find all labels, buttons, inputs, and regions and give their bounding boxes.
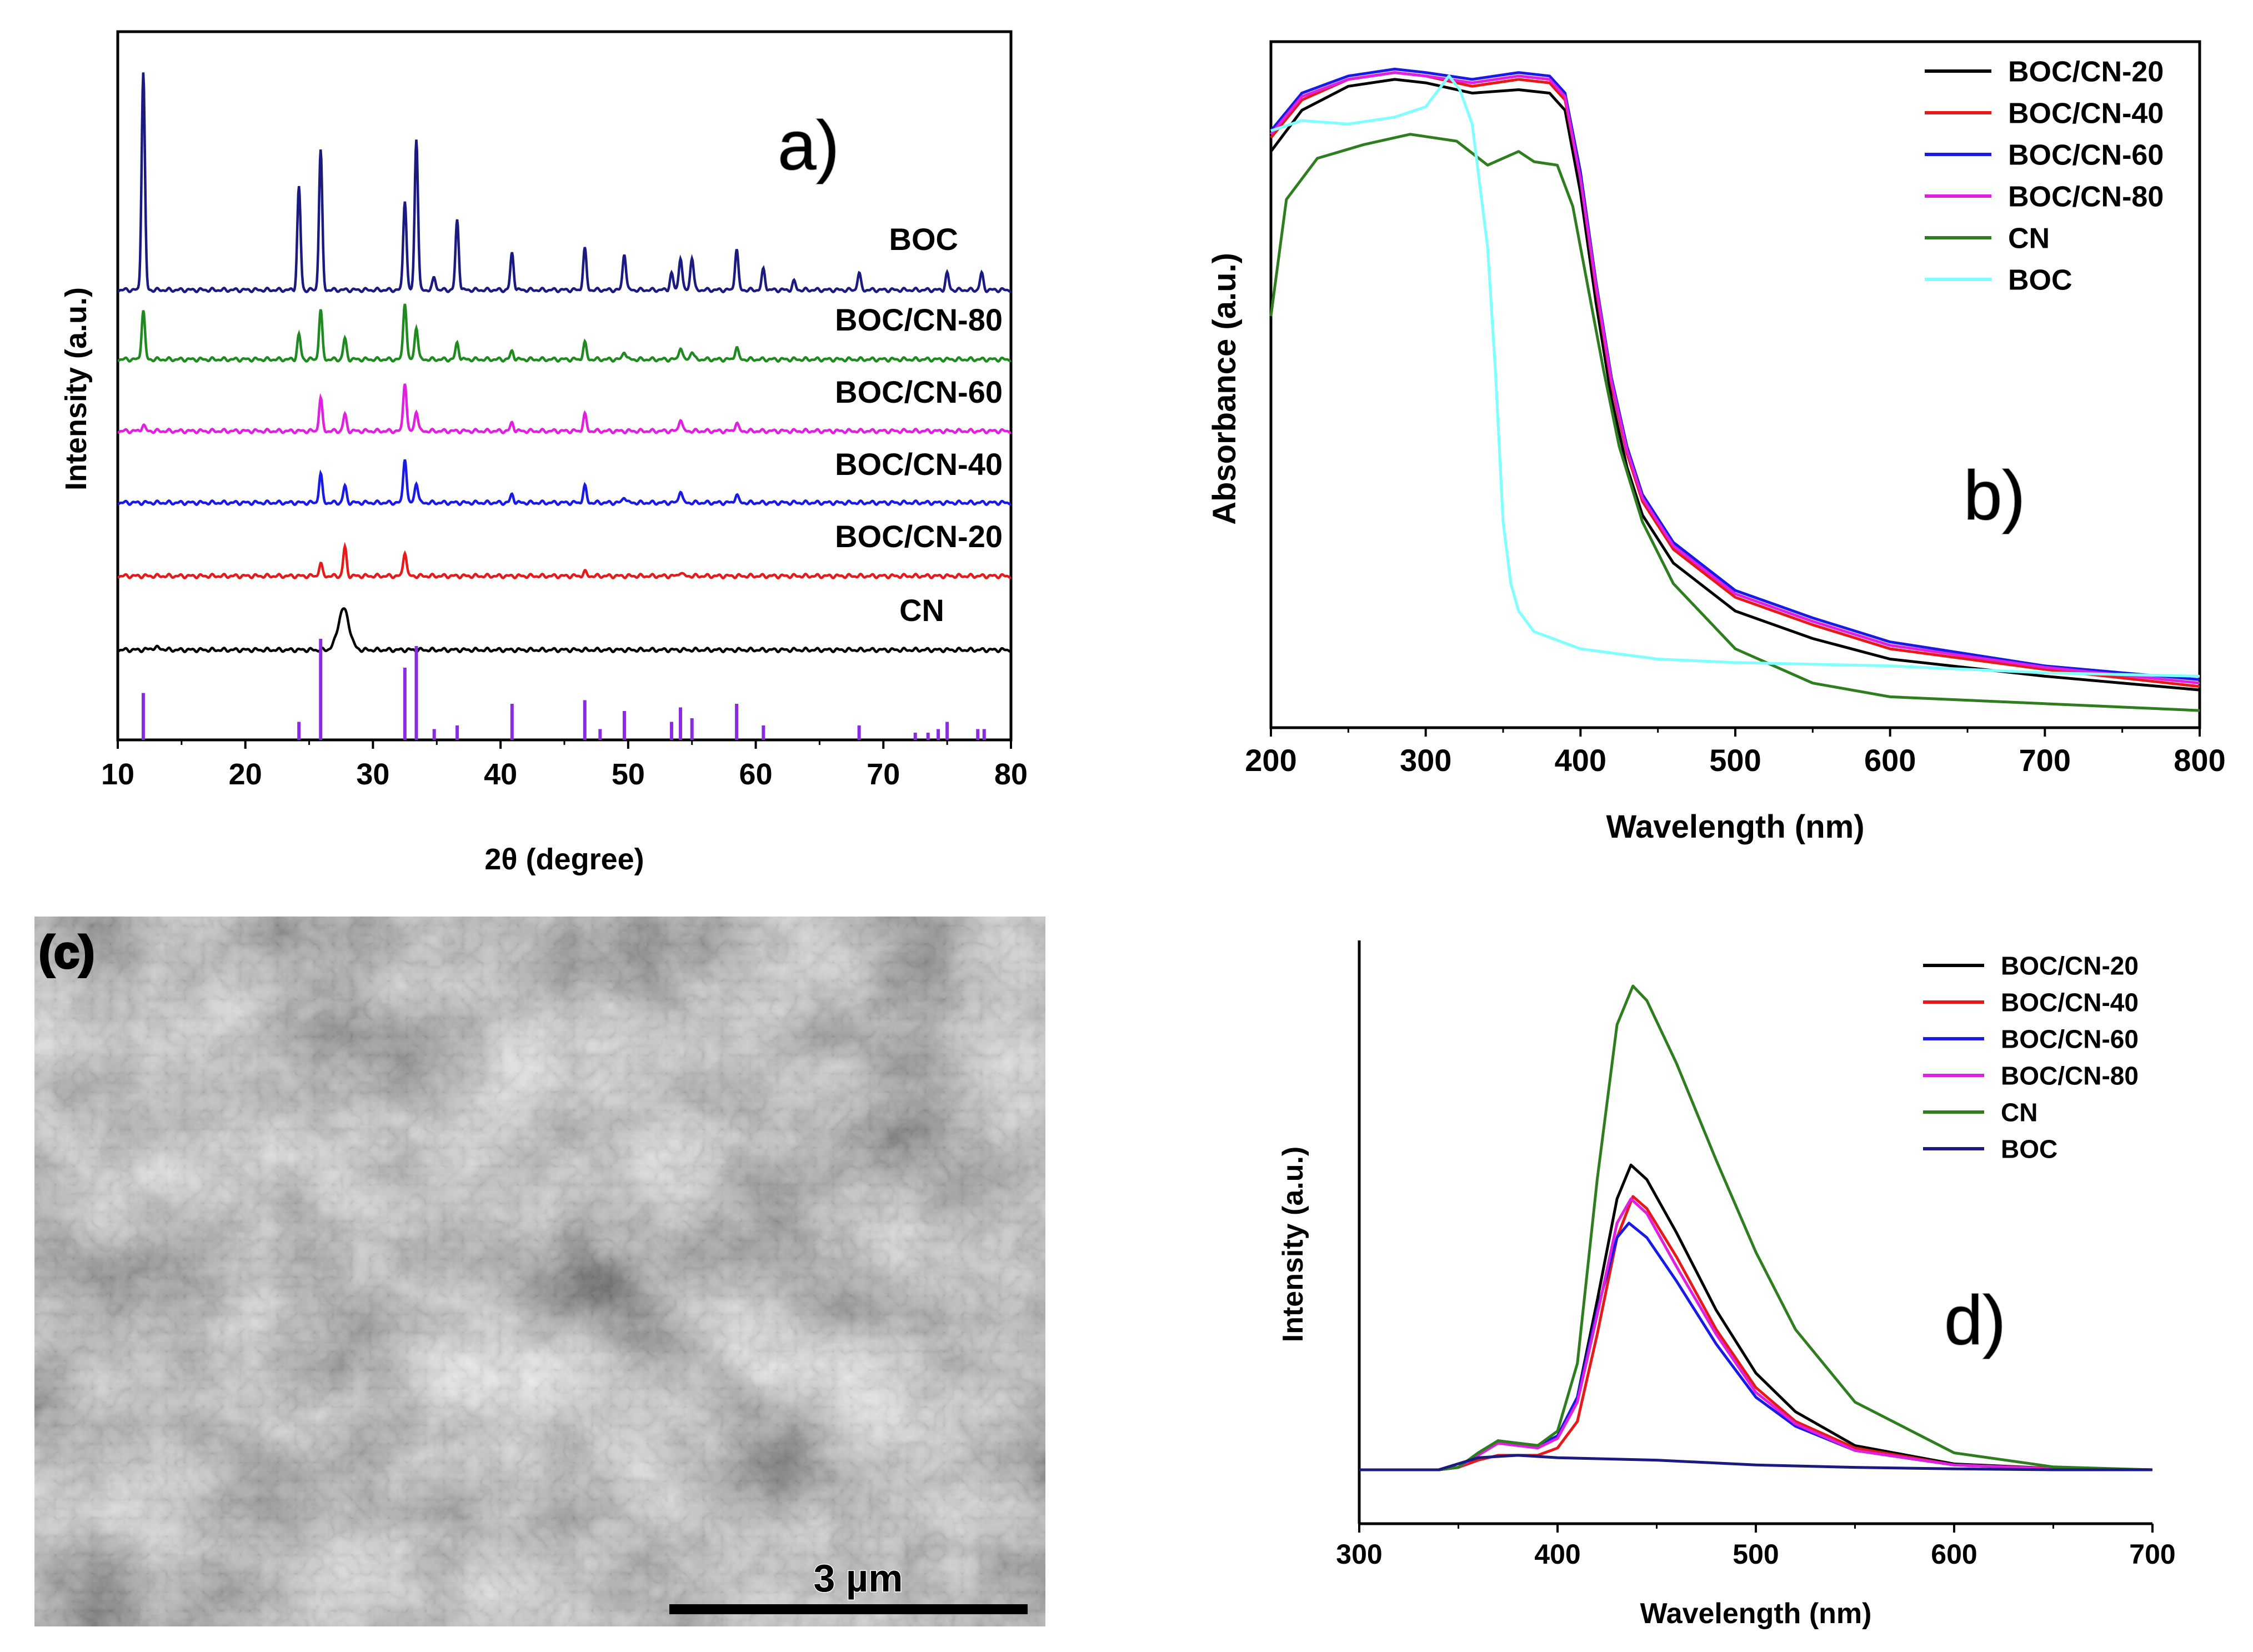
- pl-x-ticks: 300 400 500 600 700: [1336, 1524, 2176, 1570]
- xrd-y-axis-label: Intensity (a.u.): [59, 287, 93, 490]
- sem-scale-bar: [669, 1604, 1028, 1614]
- pl-x-tick-label: 700: [2129, 1539, 2175, 1570]
- uvvis-legend-label: BOC/CN-20: [2008, 56, 2164, 88]
- xrd-x-axis-label: 2θ (degree): [484, 843, 644, 876]
- xrd-label-boc-cn-80: BOC/CN-80: [835, 302, 1003, 337]
- panel-c-label: (c): [39, 927, 94, 978]
- panel-d-label: d): [1944, 1282, 2006, 1359]
- sem-scale-bar-label: 3 µm: [814, 1556, 903, 1600]
- uvvis-x-axis-label: Wavelength (nm): [1606, 809, 1864, 845]
- xrd-series-cn: [117, 607, 1012, 654]
- uvvis-x-tick-label: 300: [1400, 743, 1451, 778]
- pl-series-boc-cn-20: [1359, 1163, 2153, 1471]
- uvvis-panel: 200 300 400 500 600 700 800 BOC/CN-20 BOC/CN-40…: [1206, 40, 2226, 845]
- pl-x-tick-label: 300: [1336, 1539, 1382, 1570]
- uvvis-x-ticks: 200 300 400 500 600 700 800: [1245, 728, 2226, 778]
- xrd-x-tick-label: 40: [484, 758, 517, 791]
- pl-legend-label: CN: [2001, 1098, 2037, 1127]
- uvvis-legend-label: BOC/CN-80: [2008, 181, 2164, 213]
- pl-legend: BOC/CN-20 BOC/CN-40 BOC/CN-60 BOC/CN-80 CN BO…: [1923, 952, 2139, 1164]
- xrd-x-tick-label: 20: [229, 758, 262, 791]
- panel-b-label: b): [1964, 457, 2025, 534]
- pl-series-boc-cn-60: [1359, 1222, 2153, 1471]
- xrd-series-boc-cn-20: [117, 542, 1012, 580]
- xrd-label-boc-cn-20: BOC/CN-20: [835, 519, 1003, 554]
- xrd-x-tick-label: 80: [994, 758, 1028, 791]
- pl-series-boc: [1359, 1454, 2152, 1471]
- xrd-series-boc-cn-80: [117, 303, 1012, 363]
- pl-legend-label: BOC/CN-80: [2001, 1062, 2139, 1090]
- pl-panel: 300 400 500 600 700 BOC/CN-20BOC/CN-40BOC/CN…: [1277, 940, 2176, 1630]
- sem-image-fine-texture: [34, 917, 1045, 1626]
- uvvis-x-tick-label: 800: [2174, 743, 2225, 778]
- uvvis-series-boc-cn-20: [1270, 78, 2200, 692]
- xrd-label-boc-cn-60: BOC/CN-60: [835, 374, 1003, 409]
- pl-x-tick-label: 400: [1534, 1539, 1580, 1570]
- uvvis-legend-label: BOC/CN-40: [2008, 98, 2164, 130]
- pl-legend-label: BOC: [2001, 1135, 2057, 1164]
- pl-y-axis-label: Intensity (a.u.): [1277, 1147, 1309, 1342]
- xrd-series-group: [117, 72, 1012, 654]
- xrd-label-boc: BOC: [889, 222, 958, 257]
- xrd-x-ticks: 10 20 30 40 50 60 70 80: [101, 740, 1028, 791]
- xrd-reference-lines: [141, 639, 986, 740]
- uvvis-x-tick-label: 600: [1864, 743, 1916, 778]
- xrd-x-tick-label: 10: [101, 758, 134, 791]
- panel-a-label: a): [778, 107, 839, 184]
- xrd-series-labels: BOC BOC/CN-80 BOC/CN-60 BOC/CN-40 BOC/CN-20 C…: [835, 222, 1003, 628]
- uvvis-y-axis-label: Absorbance (a.u.): [1206, 253, 1243, 525]
- sem-panel: 3 µm (c): [34, 917, 1045, 1626]
- pl-legend-label: BOC/CN-60: [2001, 1025, 2139, 1054]
- xrd-x-tick-label: 60: [739, 758, 773, 791]
- pl-series-boc-cn-80: [1359, 1197, 2153, 1471]
- pl-x-tick-label: 500: [1733, 1539, 1779, 1570]
- xrd-label-cn: CN: [899, 593, 944, 628]
- uvvis-legend-label: CN: [2008, 223, 2050, 255]
- uvvis-x-tick-label: 500: [1709, 743, 1761, 778]
- uvvis-series-group: [1269, 67, 2200, 712]
- xrd-x-tick-label: 30: [356, 758, 389, 791]
- pl-series-boc-cn-40: [1359, 1195, 2153, 1471]
- xrd-panel: 10 20 30 40 50 60 70 80 BOCBOC/CN-80BOC/CN-60BO…: [59, 30, 1028, 876]
- pl-x-axis-label: Wavelength (nm): [1640, 1598, 1872, 1630]
- uvvis-x-tick-label: 400: [1555, 743, 1606, 778]
- xrd-series-boc-cn-60: [117, 383, 1012, 435]
- uvvis-legend: BOC/CN-20 BOC/CN-40 BOC/CN-60 BOC/CN-80 CN BO…: [1925, 56, 2164, 297]
- xrd-label-boc-cn-40: BOC/CN-40: [835, 447, 1003, 482]
- uvvis-series-boc-cn-80: [1270, 71, 2200, 685]
- uvvis-legend-label: BOC/CN-60: [2008, 139, 2164, 172]
- uvvis-x-tick-label: 700: [2019, 743, 2071, 778]
- uvvis-series-cn: [1269, 133, 2200, 712]
- pl-series-cn: [1359, 984, 2153, 1471]
- uvvis-x-tick-label: 200: [1245, 743, 1296, 778]
- pl-legend-label: BOC/CN-20: [2001, 952, 2139, 980]
- pl-x-tick-label: 600: [1931, 1539, 1977, 1570]
- uvvis-legend-label: BOC: [2008, 264, 2072, 297]
- xrd-series-boc: [117, 72, 1012, 294]
- uvvis-series-boc: [1270, 74, 2200, 678]
- xrd-x-tick-label: 70: [867, 758, 900, 791]
- xrd-x-tick-label: 50: [612, 758, 645, 791]
- pl-legend-label: BOC/CN-40: [2001, 988, 2139, 1017]
- xrd-series-boc-cn-40: [117, 459, 1012, 507]
- pl-series-group: [1359, 984, 2153, 1471]
